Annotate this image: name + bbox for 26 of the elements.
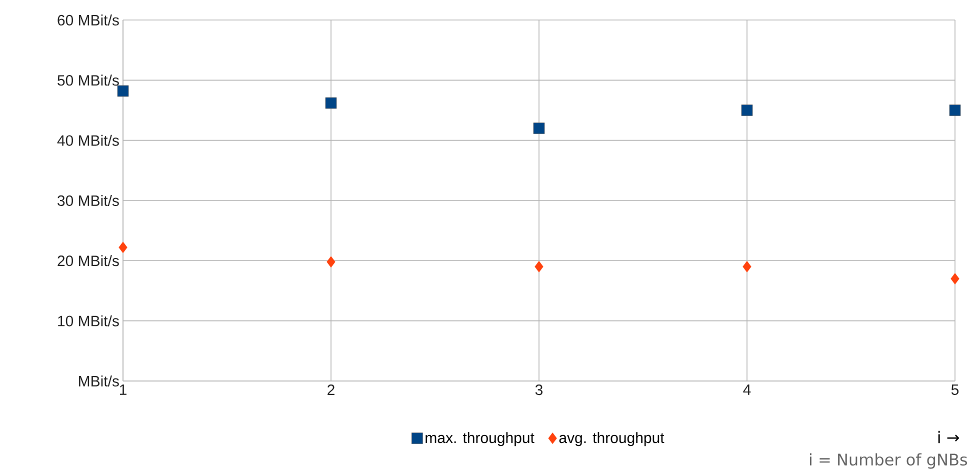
point [949,104,961,116]
y-tick-label: 10 MBit/s [58,315,119,326]
point [534,260,544,272]
x-tick-label: 4 [743,384,751,395]
point [533,122,545,134]
legend-label: avg. throughput [559,432,664,446]
x-tick-label: 2 [328,384,334,395]
y-tick-label: 60 MBit/s [58,14,119,26]
y-tick-label: MBit/s [79,375,119,386]
text: i = Number of gNBs [810,453,968,469]
point [741,104,753,116]
text: i → [938,430,960,444]
legend-label: max. throughput [426,432,534,446]
x-tick-label: 5 [951,384,959,395]
y-tick-label: 20 MBit/s [58,255,119,266]
point [117,85,129,97]
point [325,97,337,109]
y-tick-label: 50 MBit/s [58,74,119,86]
x-tick-label: 3 [535,384,543,396]
y-tick-label: 40 MBit/s [57,134,119,146]
point [950,273,960,284]
point [742,260,752,272]
x-tick-label: 1 [120,384,126,395]
point [118,242,128,254]
y-tick-label: 30 MBit/s [58,194,119,206]
point [326,256,336,268]
